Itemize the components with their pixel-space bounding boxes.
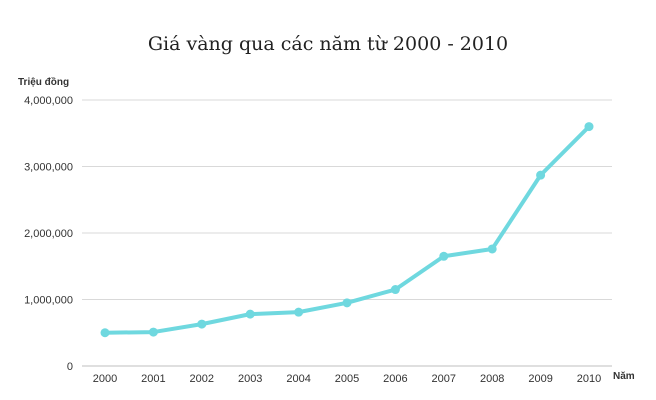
x-tick-label: 2010: [577, 373, 601, 385]
x-tick-label: 2009: [528, 373, 552, 385]
x-tick-label: 2001: [141, 373, 165, 385]
data-point: [487, 244, 497, 254]
x-tick-label: 2008: [480, 373, 504, 385]
y-axis-ticks: 0 1,000,000 2,000,000 3,000,000 4,000,000: [24, 95, 73, 373]
x-tick-label: 2007: [432, 373, 456, 385]
gridlines: [82, 99, 612, 367]
data-point: [439, 251, 449, 261]
y-tick-label: 1,000,000: [24, 295, 73, 307]
y-tick-label: 4,000,000: [24, 95, 73, 107]
x-axis-label: Năm: [613, 371, 635, 382]
x-tick-label: 2002: [190, 373, 214, 385]
x-tick-label: 2006: [383, 373, 407, 385]
y-tick-label: 2,000,000: [24, 228, 73, 240]
x-tick-label: 2005: [335, 373, 359, 385]
data-point: [342, 298, 352, 308]
y-axis-label: Triệu đồng: [18, 76, 69, 88]
y-tick-label: 0: [67, 361, 73, 373]
data-point: [536, 170, 546, 180]
data-point: [197, 319, 207, 329]
x-tick-label: 2000: [93, 373, 117, 385]
y-tick-label: 3,000,000: [24, 162, 73, 174]
x-tick-label: 2004: [286, 373, 310, 385]
data-point: [148, 327, 158, 337]
x-tick-label: 2003: [238, 373, 262, 385]
series-layer: [100, 122, 594, 338]
data-point: [100, 328, 110, 338]
data-point: [245, 309, 255, 319]
data-point: [294, 307, 304, 317]
chart-title: Giá vàng qua các năm từ 2000 - 2010: [148, 33, 508, 55]
data-point: [390, 285, 400, 295]
data-point: [584, 122, 594, 132]
x-axis-ticks: 2000 2001 2002 2003 2004 2005 2006 2007 2008 2009…: [93, 373, 601, 385]
